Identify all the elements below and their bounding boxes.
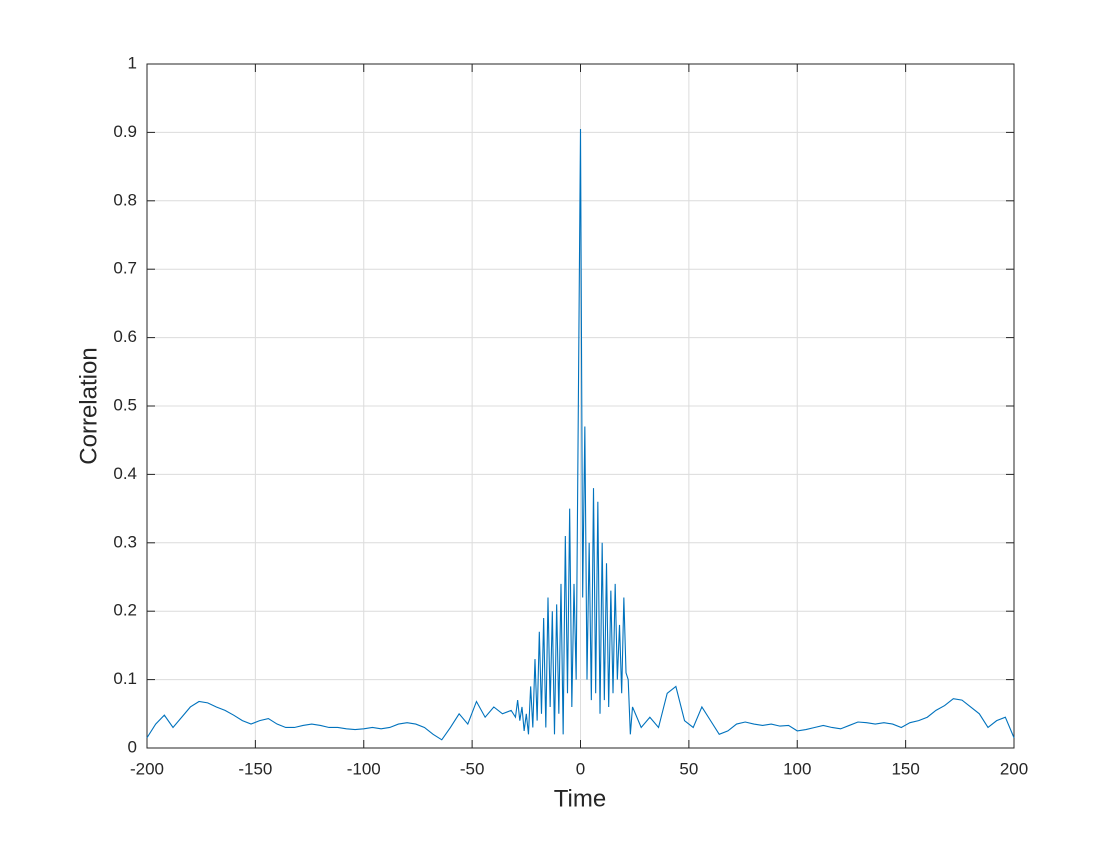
x-tick-label: -50 xyxy=(460,759,485,778)
x-tick-label: -150 xyxy=(238,759,272,778)
y-axis-label: Correlation xyxy=(75,347,102,464)
y-tick-label: 0.5 xyxy=(113,395,137,414)
y-tick-label: 0.1 xyxy=(113,669,137,688)
x-tick-label: 50 xyxy=(679,759,698,778)
x-tick-label: -100 xyxy=(347,759,381,778)
plot-frame xyxy=(146,63,1015,749)
y-tick-label: 0.6 xyxy=(113,327,137,346)
x-tick-label: -200 xyxy=(130,759,164,778)
x-tick-label: 200 xyxy=(1000,759,1028,778)
y-tick-label: 1 xyxy=(128,53,137,72)
y-tick-label: 0.4 xyxy=(113,464,137,483)
y-tick-label: 0 xyxy=(128,737,137,756)
y-tick-label: 0.3 xyxy=(113,532,137,551)
x-axis-label: Time xyxy=(554,785,606,812)
y-tick-label: 0.9 xyxy=(113,122,137,141)
data-line xyxy=(146,128,1015,741)
x-tick-label: 100 xyxy=(783,759,811,778)
x-tick-label: 150 xyxy=(891,759,919,778)
y-tick-label: 0.8 xyxy=(113,190,137,209)
x-tick-label: 0 xyxy=(576,759,585,778)
y-tick-label: 0.7 xyxy=(113,259,137,278)
y-tick-label: 0.2 xyxy=(113,601,137,620)
